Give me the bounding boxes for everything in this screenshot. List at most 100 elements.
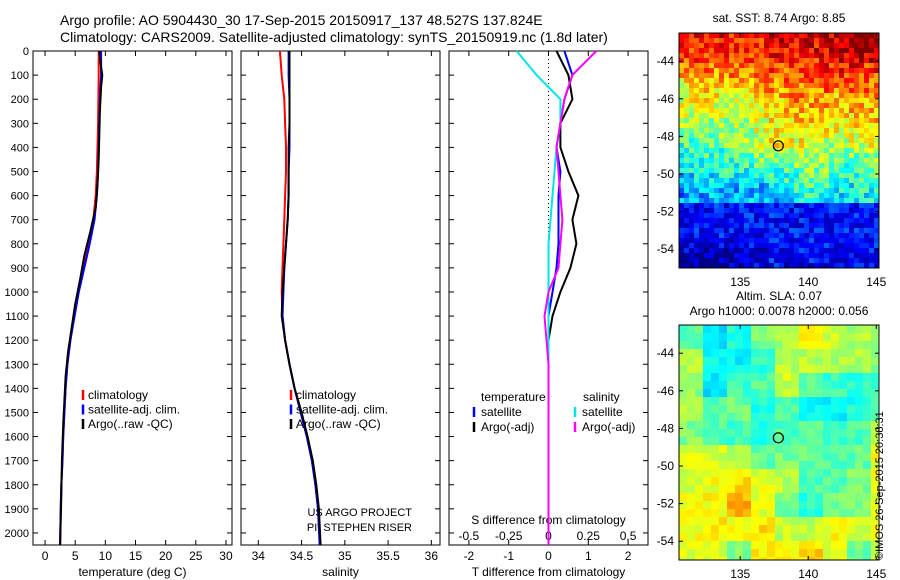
- heatmap-cell: [711, 477, 720, 486]
- heatmap-cell: [789, 133, 795, 139]
- heatmap-cell: [823, 501, 832, 510]
- heatmap-cell: [831, 549, 840, 558]
- heatmap-cell: [854, 158, 860, 164]
- heatmap-cell: [794, 188, 800, 194]
- heatmap-cell: [869, 128, 875, 134]
- map-frame: [678, 32, 880, 269]
- heatmap-cell: [823, 485, 832, 494]
- heatmap-cell: [819, 258, 825, 264]
- heatmap-cell: [719, 218, 725, 224]
- heatmap-cell: [823, 541, 832, 550]
- heatmap-cell: [744, 253, 750, 259]
- heatmap-cell: [784, 103, 790, 109]
- heatmap-cell: [719, 133, 725, 139]
- heatmap-cell: [824, 258, 830, 264]
- heatmap-cell: [727, 501, 736, 510]
- heatmap-cell: [815, 413, 824, 422]
- heatmap-cell: [703, 445, 712, 454]
- heatmap-cell: [711, 381, 720, 390]
- heatmap-cell: [679, 461, 688, 470]
- heatmap-cell: [759, 525, 768, 534]
- heatmap-cell: [679, 198, 685, 204]
- heatmap-cell: [764, 128, 770, 134]
- heatmap-cell: [807, 421, 816, 430]
- heatmap-cell: [819, 198, 825, 204]
- heatmap-cell: [844, 123, 850, 129]
- heatmap-cell: [829, 223, 835, 229]
- x-tick-label: 10: [99, 549, 113, 563]
- heatmap-cell: [759, 389, 768, 398]
- heatmap-cell: [679, 253, 685, 259]
- heatmap-cell: [839, 158, 845, 164]
- heatmap-cell: [711, 549, 720, 558]
- heatmap-cell: [824, 103, 830, 109]
- heatmap-cell: [719, 349, 728, 358]
- heatmap-cell: [799, 258, 805, 264]
- heatmap-cell: [871, 469, 880, 478]
- heatmap-cell: [734, 193, 740, 199]
- heatmap-cell: [687, 541, 696, 550]
- heatmap-cell: [839, 138, 845, 144]
- heatmap-cell: [719, 381, 728, 390]
- heatmap-cell: [734, 118, 740, 124]
- heatmap-cell: [735, 389, 744, 398]
- heatmap-cell: [714, 73, 720, 79]
- heatmap-cell: [774, 53, 780, 59]
- x-tick-label: 25: [189, 549, 203, 563]
- heatmap-cell: [709, 233, 715, 239]
- heatmap-cell: [704, 53, 710, 59]
- heatmap-cell: [749, 198, 755, 204]
- heatmap-cell: [689, 263, 695, 269]
- heatmap-cell: [729, 208, 735, 214]
- heatmap-cell: [744, 88, 750, 94]
- heatmap-cell: [704, 58, 710, 64]
- heatmap-cell: [839, 123, 845, 129]
- heatmap-cell: [839, 341, 848, 350]
- heatmap-cell: [783, 533, 792, 542]
- heatmap-cell: [759, 38, 765, 44]
- heatmap-cell: [704, 263, 710, 269]
- heatmap-cell: [743, 533, 752, 542]
- heatmap-cell: [849, 193, 855, 199]
- heatmap-cell: [695, 437, 704, 446]
- heatmap-cell: [734, 168, 740, 174]
- heatmap-cell: [709, 158, 715, 164]
- heatmap-cell: [743, 429, 752, 438]
- heatmap-cell: [719, 557, 728, 561]
- heatmap-cell: [799, 405, 808, 414]
- heatmap-cell: [844, 133, 850, 139]
- heatmap-cell: [804, 238, 810, 244]
- heatmap-cell: [794, 178, 800, 184]
- heatmap-cell: [814, 83, 820, 89]
- heatmap-cell: [849, 83, 855, 89]
- heatmap-cell: [739, 138, 745, 144]
- heatmap-cell: [704, 158, 710, 164]
- heatmap-cell: [759, 88, 765, 94]
- heatmap-cell: [864, 188, 870, 194]
- heatmap-cell: [863, 541, 872, 550]
- heatmap-cell: [819, 253, 825, 259]
- heatmap-cell: [704, 128, 710, 134]
- heatmap-cell: [689, 73, 695, 79]
- heatmap-cell: [769, 138, 775, 144]
- heatmap-cell: [854, 38, 860, 44]
- heatmap-cell: [829, 63, 835, 69]
- heatmap-cell: [874, 128, 880, 134]
- heatmap-cell: [719, 461, 728, 470]
- heatmap-cell: [809, 88, 815, 94]
- heatmap-cell: [679, 78, 685, 84]
- heatmap-cell: [864, 238, 870, 244]
- heatmap-cell: [724, 123, 730, 129]
- heatmap-cell: [749, 68, 755, 74]
- heatmap-cell: [824, 183, 830, 189]
- heatmap-cell: [819, 163, 825, 169]
- heatmap-cell: [855, 469, 864, 478]
- heatmap-cell: [734, 238, 740, 244]
- x-tick-label-s: -0.5: [459, 529, 480, 543]
- heatmap-cell: [744, 83, 750, 89]
- heatmap-cell: [704, 73, 710, 79]
- heatmap-cell: [849, 158, 855, 164]
- heatmap-cell: [814, 158, 820, 164]
- heatmap-cell: [779, 213, 785, 219]
- heatmap-cell: [859, 48, 865, 54]
